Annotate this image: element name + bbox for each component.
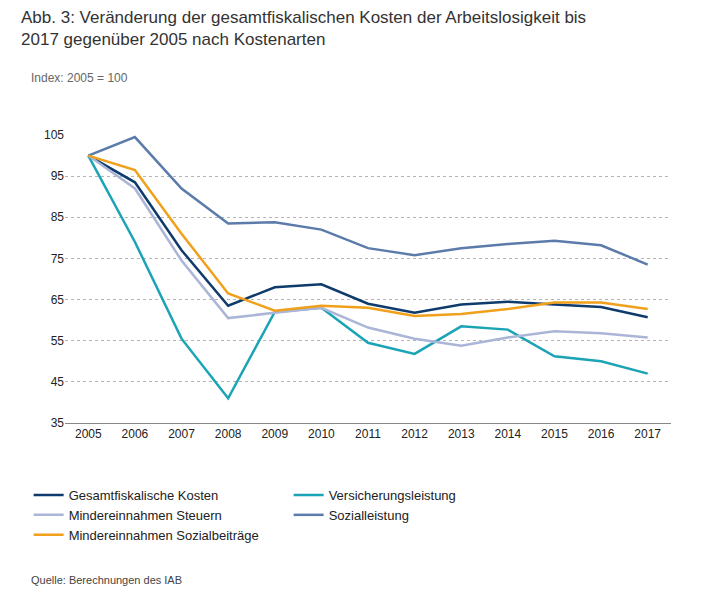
svg-text:2013: 2013 (448, 427, 475, 441)
svg-text:105: 105 (44, 128, 64, 142)
svg-text:2011: 2011 (355, 427, 381, 441)
svg-text:2005: 2005 (75, 427, 102, 441)
svg-text:2016: 2016 (588, 427, 615, 441)
svg-text:35: 35 (51, 416, 65, 430)
svg-text:2015: 2015 (541, 427, 568, 441)
svg-text:95: 95 (51, 169, 65, 183)
svg-text:2017: 2017 (634, 427, 661, 441)
svg-text:Index: 2005 = 100: Index: 2005 = 100 (31, 71, 128, 85)
svg-text:Mindereinnahmen Sozialbeiträge: Mindereinnahmen Sozialbeiträge (69, 528, 259, 543)
svg-text:Versicherungsleistung: Versicherungsleistung (329, 488, 456, 503)
svg-text:75: 75 (51, 252, 65, 266)
svg-text:2010: 2010 (308, 427, 335, 441)
svg-text:Abb. 3: Veränderung der gesamt: Abb. 3: Veränderung der gesamtfiskalisch… (21, 8, 586, 49)
svg-text:45: 45 (51, 375, 65, 389)
svg-text:2009: 2009 (261, 427, 288, 441)
svg-text:2007: 2007 (168, 427, 195, 441)
svg-text:85: 85 (51, 210, 65, 224)
svg-text:Sozialleistung: Sozialleistung (329, 508, 409, 523)
svg-text:2014: 2014 (494, 427, 521, 441)
svg-text:Quelle: Berechnungen des IAB: Quelle: Berechnungen des IAB (31, 574, 182, 586)
svg-text:2008: 2008 (215, 427, 242, 441)
svg-text:55: 55 (51, 334, 65, 348)
svg-text:Mindereinnahmen Steuern: Mindereinnahmen Steuern (69, 508, 222, 523)
svg-text:2006: 2006 (122, 427, 149, 441)
svg-text:2012: 2012 (401, 427, 428, 441)
svg-text:65: 65 (51, 293, 65, 307)
svg-text:Gesamtfiskalische Kosten: Gesamtfiskalische Kosten (69, 488, 219, 503)
